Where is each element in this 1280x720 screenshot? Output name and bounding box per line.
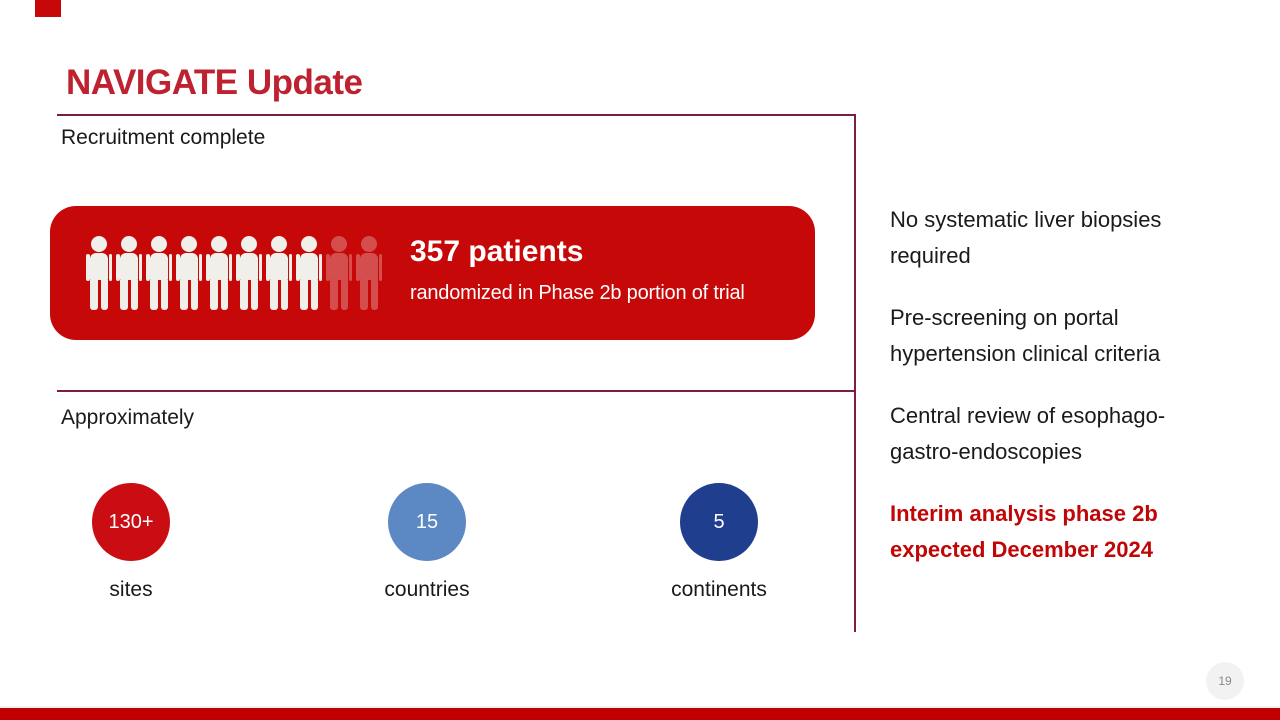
vertical-divider: [854, 114, 856, 632]
patients-subline: randomized in Phase 2b portion of trial: [410, 282, 745, 304]
person-icon: [296, 236, 322, 310]
banner-text: 357 patients randomized in Phase 2b port…: [410, 234, 745, 306]
section-divider: [57, 390, 855, 392]
page-number-badge: 19: [1206, 662, 1244, 700]
person-icon: [176, 236, 202, 310]
stat-label-countries: countries: [384, 578, 470, 601]
patients-banner: 357 patients randomized in Phase 2b port…: [50, 206, 815, 340]
stat-continents: 5 continents: [644, 483, 794, 602]
approximately-heading: Approximately: [61, 406, 195, 429]
recruitment-heading: Recruitment complete: [61, 126, 266, 149]
bottom-accent-bar: [0, 706, 1280, 720]
right-panel: No systematic liver biopsies required Pr…: [890, 202, 1215, 594]
stat-circle-sites: 130+: [92, 483, 170, 561]
person-icon-group: [86, 236, 382, 310]
stat-circle-countries: 15: [388, 483, 466, 561]
person-icon: [146, 236, 172, 310]
bullet-interim-analysis: Interim analysis phase 2b expected Decem…: [890, 501, 1158, 562]
person-icon: [86, 236, 112, 310]
person-icon: [236, 236, 262, 310]
person-icon: [356, 236, 382, 310]
person-icon: [266, 236, 292, 310]
stat-circle-continents: 5: [680, 483, 758, 561]
stat-sites: 130+ sites: [56, 483, 206, 602]
bullet-central-review: Central review of esophago-gastro-endosc…: [890, 403, 1166, 464]
patients-count: 357 patients: [410, 235, 584, 268]
page-number: 19: [1218, 674, 1232, 688]
bullet-liver-biopsies: No systematic liver biopsies required: [890, 207, 1162, 268]
stat-label-continents: continents: [671, 578, 767, 601]
person-icon: [206, 236, 232, 310]
top-left-accent-bar: [35, 0, 61, 17]
page-title: NAVIGATE Update: [66, 63, 363, 102]
title-divider: [57, 114, 855, 116]
bullet-pre-screening: Pre-screening on portal hypertension cli…: [890, 305, 1161, 366]
stat-label-sites: sites: [109, 578, 153, 601]
person-icon: [116, 236, 142, 310]
person-icon: [326, 236, 352, 310]
stat-countries: 15 countries: [352, 483, 502, 602]
